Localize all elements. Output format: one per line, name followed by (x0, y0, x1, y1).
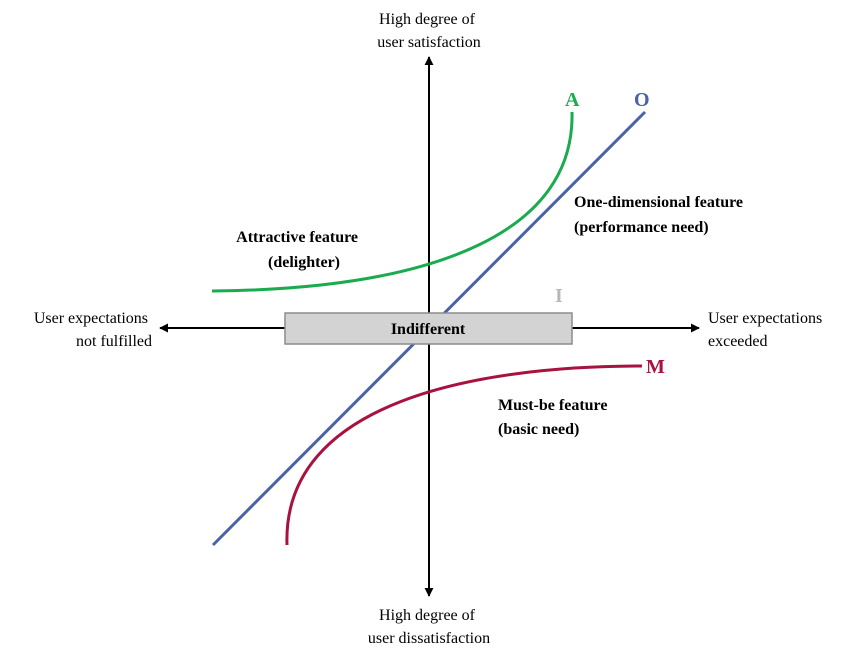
bottom-axis-label-line-1: High degree of (379, 607, 476, 624)
left-axis-label-line-1: User expectations (34, 310, 148, 327)
top-axis-label-line-2: user satisfaction (377, 34, 481, 51)
must-be-label-line-1: Must-be feature (498, 397, 607, 414)
indifferent-letter: I (555, 285, 563, 307)
one-dimensional-label: One-dimensional feature (performance nee… (574, 194, 747, 236)
indifferent-label: Indifferent (391, 321, 466, 338)
top-axis-label: High degree of user satisfaction (377, 11, 481, 51)
attractive-label-line-1: Attractive feature (236, 229, 358, 246)
indifferent-box (284, 312, 573, 345)
must-be-curve (285, 364, 643, 546)
right-axis-label-line-1: User expectations (708, 310, 822, 327)
one-dimensional-label-line-1: One-dimensional feature (574, 194, 743, 211)
must-be-letter: M (646, 356, 665, 378)
left-axis-label-line-2: not fulfilled (76, 333, 152, 350)
right-axis-label: User expectations exceeded (708, 310, 826, 350)
right-axis-label-line-2: exceeded (708, 333, 768, 350)
one-dimensional-label-line-2: (performance need) (574, 219, 709, 236)
top-axis-label-line-1: High degree of (379, 11, 476, 28)
bottom-axis-label: High degree of user dissatisfaction (368, 607, 490, 647)
attractive-letter: A (565, 89, 580, 111)
attractive-curve (211, 111, 574, 293)
attractive-label: Attractive feature (delighter) (236, 229, 362, 271)
left-axis-label: User expectations not fulfilled (34, 310, 152, 350)
attractive-label-line-2: (delighter) (268, 254, 340, 271)
must-be-label-line-2: (basic need) (498, 421, 579, 438)
bottom-axis-label-line-2: user dissatisfaction (368, 630, 490, 647)
must-be-label: Must-be feature (basic need) (498, 397, 611, 438)
one-dimensional-letter: O (634, 89, 650, 111)
